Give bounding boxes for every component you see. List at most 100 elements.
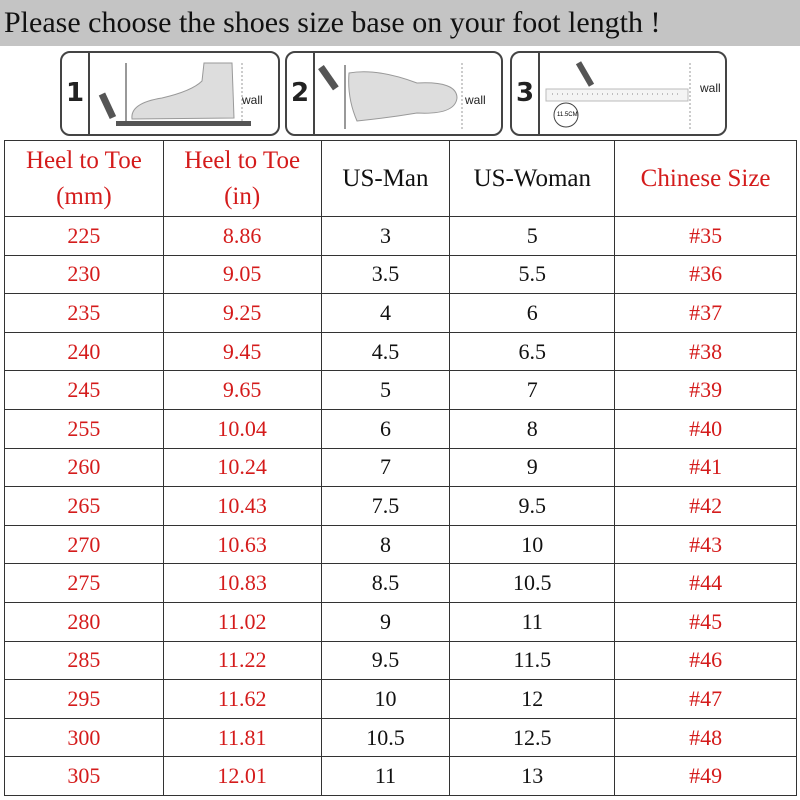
table-row: 300 11.81 10.5 12.5 #48 [4,717,797,758]
table-cell: #35 [614,216,797,256]
table-cell: 10 [320,679,451,719]
table-cell: 225 [4,216,164,256]
table-cell: 300 [4,717,164,758]
wall-label: wall [242,93,263,107]
table-cell: #41 [614,447,797,488]
table-cell: 270 [4,524,164,565]
table-cell: 9 [449,447,616,488]
table-cell: 8.5 [320,563,451,603]
header-line: Chinese Size [640,164,771,192]
header-line: Heel to Toe [25,146,142,174]
page-title: Please choose the shoes size base on you… [0,0,800,46]
table-cell: #38 [614,331,797,372]
column-header: Heel to Toe (mm) [4,140,164,217]
ruler-illustration [545,61,691,129]
table-cell: 10 [449,524,616,565]
table-cell: 9.45 [162,331,322,372]
table-cell: 11.81 [162,717,322,758]
table-cell: 9.5 [449,486,616,526]
table-row: 260 10.24 7 9 #41 [4,447,797,488]
table-cell: 280 [4,601,164,642]
table-cell: 240 [4,331,164,372]
step-number: 1 [62,53,90,134]
header-unit: (in) [224,182,261,210]
table-cell: 11.02 [162,601,322,642]
table-cell: 9.65 [162,370,322,410]
foot-top-illustration [318,63,463,129]
table-cell: 12 [449,679,616,719]
wall-label: wall [465,93,486,107]
header-line: US-Man [342,164,429,192]
table-cell: 265 [4,486,164,526]
table-cell: 9.25 [162,293,322,333]
table-cell: 4.5 [320,331,451,372]
table-cell: 3 [320,216,451,256]
table-row: 235 9.25 4 6 #37 [4,293,797,333]
table-cell: 11.5 [449,640,616,681]
table-cell: 13 [449,756,616,796]
table-cell: 305 [4,756,164,796]
table-cell: 12.01 [162,756,322,796]
table-row: 295 11.62 10 12 #47 [4,679,797,719]
table-cell: 245 [4,370,164,410]
table-cell: #40 [614,408,797,449]
table-row: 245 9.65 5 7 #39 [4,370,797,410]
column-header: US-Man [320,140,451,217]
table-cell: 7.5 [320,486,451,526]
table-cell: 11 [320,756,451,796]
table-cell: 10.24 [162,447,322,488]
table-cell: 3.5 [320,254,451,295]
table-row: 240 9.45 4.5 6.5 #38 [4,331,797,372]
table-row: 270 10.63 8 10 #43 [4,524,797,565]
wall-label: wall [700,81,721,95]
header-line: US-Woman [473,164,591,192]
table-cell: 6.5 [449,331,616,372]
table-cell: 230 [4,254,164,295]
table-row: 285 11.22 9.5 11.5 #46 [4,640,797,681]
table-cell: 10.43 [162,486,322,526]
table-cell: #39 [614,370,797,410]
table-row: 230 9.05 3.5 5.5 #36 [4,254,797,295]
table-cell: 5 [449,216,616,256]
table-cell: 6 [449,293,616,333]
table-cell: 10.5 [320,717,451,758]
table-cell: 7 [449,370,616,410]
table-cell: 11.62 [162,679,322,719]
table-cell: 10.83 [162,563,322,603]
table-row: 280 11.02 9 11 #45 [4,601,797,642]
table-cell: 295 [4,679,164,719]
table-cell: 4 [320,293,451,333]
table-cell: #37 [614,293,797,333]
table-cell: 9.05 [162,254,322,295]
table-cell: #43 [614,524,797,565]
column-header: Heel to Toe (in) [162,140,322,217]
table-cell: #46 [614,640,797,681]
table-cell: #36 [614,254,797,295]
foot-side-illustration [98,62,251,126]
step-2-panel: 2 wall [285,51,503,136]
table-cell: 9 [320,601,451,642]
table-cell: 10.63 [162,524,322,565]
table-row: 265 10.43 7.5 9.5 #42 [4,486,797,526]
table-cell: #48 [614,717,797,758]
step-number: 3 [512,53,540,134]
table-cell: 5 [320,370,451,410]
table-cell: #44 [614,563,797,603]
table-cell: 275 [4,563,164,603]
table-cell: 11.22 [162,640,322,681]
step-number: 2 [287,53,315,134]
table-cell: 285 [4,640,164,681]
table-row: 275 10.83 8.5 10.5 #44 [4,563,797,603]
header-unit: (mm) [56,182,112,210]
table-row: 305 12.01 11 13 #49 [4,756,797,796]
table-cell: 5.5 [449,254,616,295]
length-badge: 11.5CM [557,112,578,118]
column-header: Chinese Size [614,140,797,217]
step-3-panel: 3 wall 11.5CM [510,51,727,136]
column-header: US-Woman [449,140,616,217]
table-cell: #42 [614,486,797,526]
table-cell: 255 [4,408,164,449]
table-cell: 8 [449,408,616,449]
table-cell: 10.5 [449,563,616,603]
table-cell: 9.5 [320,640,451,681]
